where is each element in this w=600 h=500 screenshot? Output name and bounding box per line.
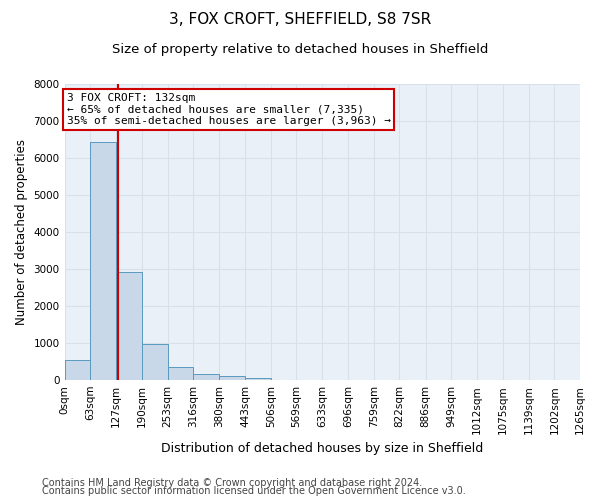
Bar (142, 344, 167, 380)
Y-axis label: Number of detached properties: Number of detached properties (15, 139, 28, 325)
Text: Contains HM Land Registry data © Crown copyright and database right 2024.: Contains HM Land Registry data © Crown c… (42, 478, 422, 488)
Bar (167, 368, 193, 380)
Bar (116, 272, 142, 380)
Text: Contains public sector information licensed under the Open Government Licence v3: Contains public sector information licen… (42, 486, 466, 496)
Bar (245, 378, 271, 380)
Text: 3, FOX CROFT, SHEFFIELD, S8 7SR: 3, FOX CROFT, SHEFFIELD, S8 7SR (169, 12, 431, 28)
X-axis label: Distribution of detached houses by size in Sheffield: Distribution of detached houses by size … (161, 442, 484, 455)
Bar (193, 374, 220, 380)
Bar (90, 142, 116, 380)
Bar (65, 360, 90, 380)
Text: 3 FOX CROFT: 132sqm
← 65% of detached houses are smaller (7,335)
35% of semi-det: 3 FOX CROFT: 132sqm ← 65% of detached ho… (67, 94, 391, 126)
Bar (220, 376, 245, 380)
Text: Size of property relative to detached houses in Sheffield: Size of property relative to detached ho… (112, 42, 488, 56)
